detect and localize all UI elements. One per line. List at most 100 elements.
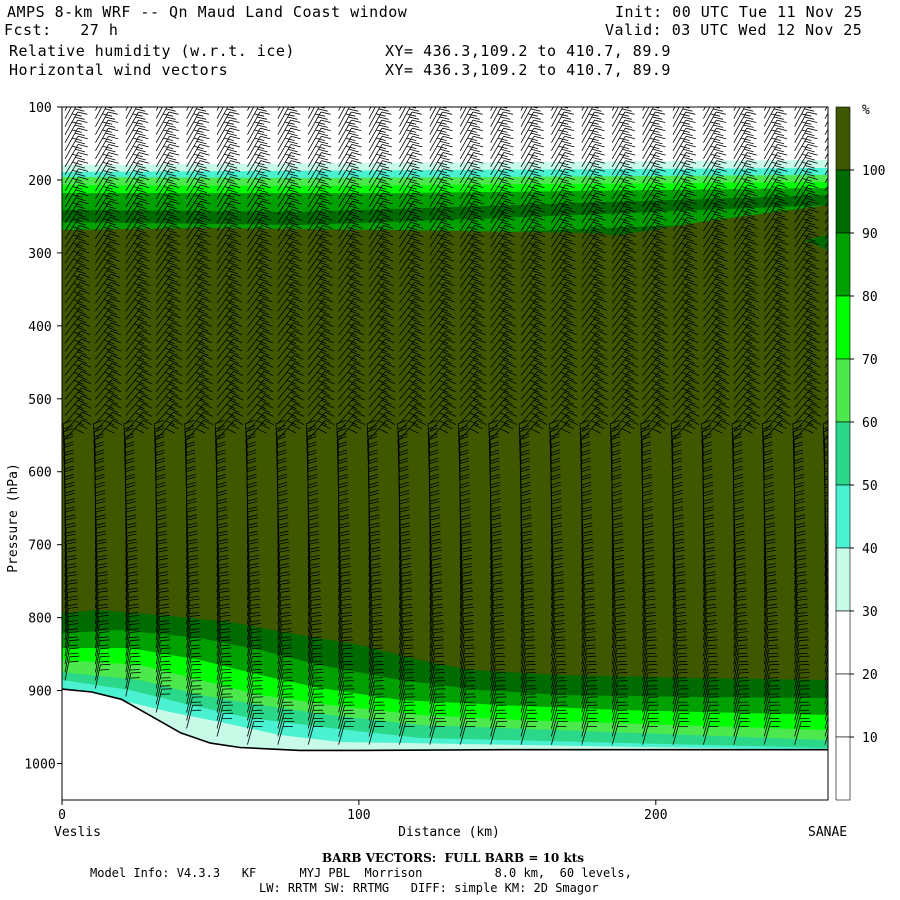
wind-barb bbox=[186, 582, 200, 609]
wind-barb bbox=[399, 541, 411, 569]
wind-barb bbox=[763, 574, 777, 601]
wind-barb bbox=[125, 322, 152, 344]
wind-barb bbox=[338, 647, 354, 673]
wind-barb bbox=[794, 314, 820, 336]
wind-barb bbox=[611, 387, 639, 408]
wind-barb bbox=[794, 273, 820, 296]
wind-barb bbox=[670, 419, 682, 448]
wind-barb bbox=[459, 672, 476, 697]
wind-barb bbox=[368, 680, 385, 705]
wind-barb bbox=[520, 631, 536, 657]
wind-barb bbox=[733, 533, 745, 561]
wind-barb bbox=[125, 557, 138, 585]
wind-barb bbox=[155, 411, 183, 432]
wind-barb bbox=[551, 330, 577, 352]
wind-barb bbox=[399, 614, 413, 641]
wind-barb bbox=[277, 119, 301, 143]
wind-barb bbox=[277, 672, 293, 697]
wind-barb bbox=[216, 168, 241, 192]
wind-barb bbox=[368, 306, 395, 328]
wind-barb bbox=[611, 306, 638, 328]
wind-barb bbox=[733, 598, 747, 625]
wind-barb bbox=[611, 184, 636, 208]
wind-barb bbox=[672, 387, 700, 408]
wind-barb bbox=[399, 598, 413, 625]
wind-barb bbox=[794, 549, 807, 577]
wind-barb bbox=[794, 517, 806, 545]
wind-barb bbox=[824, 575, 828, 601]
wind-barb bbox=[64, 281, 90, 304]
wind-barb bbox=[520, 314, 547, 336]
wind-barb bbox=[368, 168, 393, 192]
wind-barb bbox=[459, 696, 477, 721]
wind-barb bbox=[490, 281, 516, 304]
wind-barb bbox=[368, 144, 392, 168]
wind-barb bbox=[459, 241, 485, 264]
wind-barb bbox=[216, 241, 242, 264]
wind-barb bbox=[763, 176, 788, 200]
wind-barb bbox=[611, 241, 637, 264]
wind-barb bbox=[763, 241, 789, 264]
wind-barb bbox=[733, 216, 758, 240]
wind-barb bbox=[459, 639, 475, 665]
wind-barb bbox=[733, 614, 748, 641]
wind-barb bbox=[429, 168, 454, 192]
wind-barb bbox=[64, 330, 91, 352]
wind-barb bbox=[155, 371, 183, 392]
wind-barb bbox=[155, 257, 181, 280]
wind-barb bbox=[520, 533, 533, 561]
wind-barb bbox=[520, 672, 537, 697]
wind-barb bbox=[125, 249, 151, 272]
wind-barb bbox=[642, 160, 666, 184]
wind-barb bbox=[672, 338, 699, 360]
wind-barb bbox=[307, 371, 335, 392]
wind-barb bbox=[581, 590, 595, 617]
wind-barb bbox=[551, 135, 575, 160]
wind-barb bbox=[520, 330, 547, 352]
wind-barb bbox=[672, 119, 696, 143]
wind-barb bbox=[490, 152, 514, 176]
wind-barb bbox=[125, 346, 152, 368]
wind-barb bbox=[459, 549, 472, 577]
wind-barb bbox=[399, 281, 425, 304]
wind-barb bbox=[733, 298, 759, 320]
wind-barb bbox=[763, 566, 777, 593]
wind-barb bbox=[581, 712, 599, 737]
wind-barb bbox=[123, 428, 135, 456]
wind-barb bbox=[581, 298, 607, 320]
wind-barb bbox=[763, 672, 780, 697]
wind-barb bbox=[277, 281, 303, 304]
wind-barb bbox=[95, 574, 108, 601]
wind-barb bbox=[733, 208, 758, 232]
wind-barb bbox=[672, 281, 698, 304]
wind-barb bbox=[763, 696, 781, 721]
wind-barb bbox=[216, 362, 243, 384]
wind-barb bbox=[551, 160, 575, 184]
wind-barb bbox=[581, 379, 608, 400]
wind-barb bbox=[184, 419, 195, 448]
wind-barb bbox=[368, 330, 395, 352]
wind-barb bbox=[581, 623, 596, 649]
wind-barb bbox=[611, 346, 638, 368]
wind-barb bbox=[368, 574, 382, 601]
wind-barb bbox=[611, 655, 627, 681]
wind-barb bbox=[581, 233, 606, 256]
wind-barb bbox=[338, 403, 365, 424]
wind-barb bbox=[703, 216, 728, 240]
x-tick-label-200: 200 bbox=[644, 808, 667, 823]
wind-barb bbox=[733, 233, 758, 256]
wind-barb bbox=[399, 249, 424, 272]
wind-barb bbox=[216, 639, 232, 665]
wind-barb bbox=[399, 655, 415, 681]
wind-barb bbox=[95, 533, 107, 561]
wind-barb bbox=[95, 557, 108, 585]
wind-barb bbox=[551, 273, 577, 296]
wind-barb bbox=[672, 419, 700, 440]
wind-barb bbox=[794, 590, 808, 617]
wind-barb bbox=[277, 298, 303, 320]
wind-barb bbox=[672, 631, 688, 657]
wind-barb bbox=[733, 119, 757, 143]
wind-barb bbox=[794, 598, 808, 625]
wind-barb bbox=[520, 200, 545, 224]
wind-barb bbox=[672, 289, 698, 312]
